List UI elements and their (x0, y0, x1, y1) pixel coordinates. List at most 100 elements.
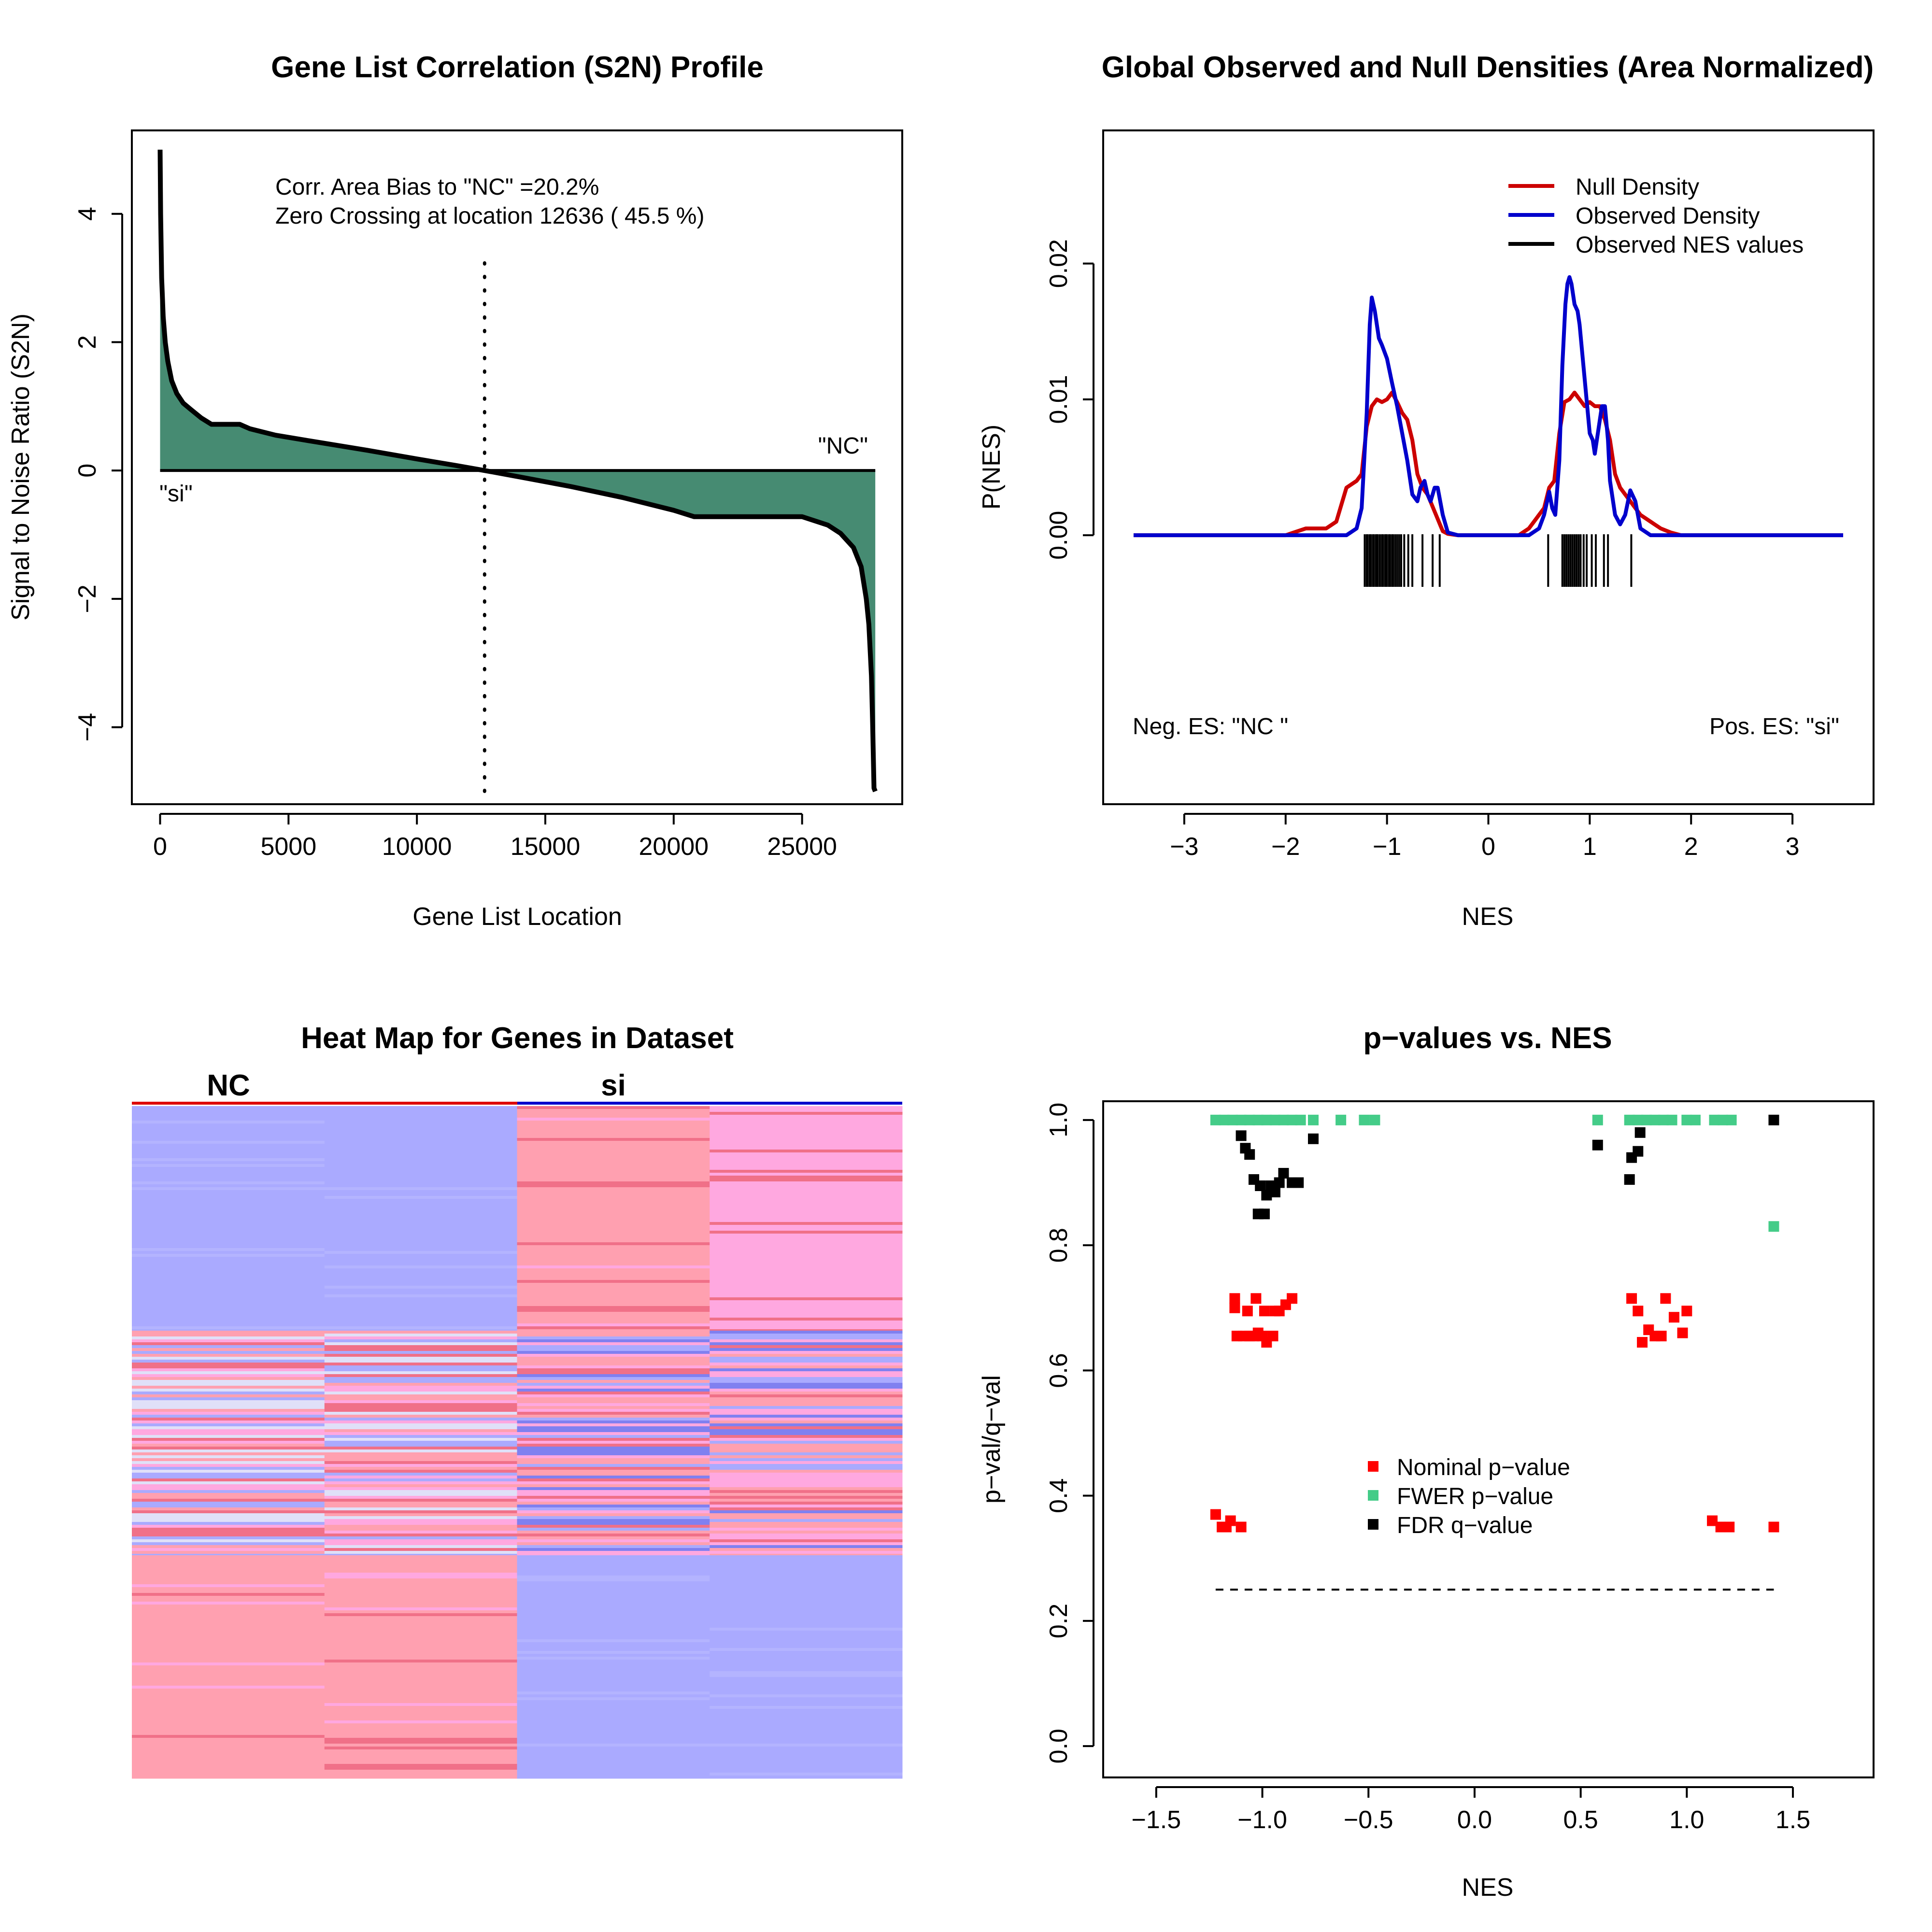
heatmap-cell (132, 1121, 325, 1124)
heatmap-cell (132, 1371, 325, 1375)
heatmap-cell (710, 1248, 903, 1251)
heatmap-cell (132, 1744, 325, 1747)
heatmap-cell (710, 1351, 903, 1354)
heatmap-cell (710, 1449, 903, 1453)
heatmap-cell (517, 1625, 710, 1628)
y-tick-label: 0 (73, 464, 101, 478)
heatmap-cell (132, 1449, 325, 1453)
heatmap-cell (324, 1758, 517, 1762)
heatmap-cell (132, 1331, 325, 1334)
heatmap-cell (710, 1292, 903, 1295)
heatmap-cell (710, 1286, 903, 1289)
heatmap-cell (517, 1336, 710, 1340)
heatmap-cell (710, 1735, 903, 1738)
heatmap-cell (517, 1123, 710, 1127)
heatmap-cell (324, 1348, 517, 1351)
heatmap-cell (710, 1400, 903, 1404)
heatmap-cell (517, 1478, 710, 1482)
heatmap-cell (324, 1668, 517, 1672)
heatmap-cell (132, 1712, 325, 1715)
heatmap-cell (710, 1642, 903, 1646)
fdr-qvalue-point (1308, 1133, 1319, 1144)
heatmap-cell (132, 1315, 325, 1318)
heatmap-cell (324, 1158, 517, 1162)
heatmap-cell (324, 1147, 517, 1150)
heatmap-cell (324, 1590, 517, 1593)
heatmap-cell (517, 1449, 710, 1453)
heatmap-cell (710, 1397, 903, 1401)
heatmap-cell (324, 1432, 517, 1435)
heatmap-cell (517, 1452, 710, 1456)
legend-label-nominal: Nominal p−value (1397, 1455, 1570, 1480)
heatmap-cell (517, 1409, 710, 1412)
heatmap-cell (324, 1184, 517, 1188)
heatmap-cell (324, 1671, 517, 1675)
heatmap-cell (132, 1426, 325, 1430)
heatmap-cell (517, 1312, 710, 1315)
heatmap-cell (710, 1712, 903, 1715)
heatmap-cell (324, 1619, 517, 1622)
heatmap-cell (517, 1306, 710, 1309)
heatmap-cell (324, 1639, 517, 1643)
heatmap-cell (324, 1336, 517, 1340)
heatmap-cell (132, 1184, 325, 1188)
x-tick-label: −2 (1271, 833, 1300, 861)
heatmap-cell (324, 1106, 517, 1109)
heatmap-cell (517, 1587, 710, 1591)
heatmap-cell (324, 1377, 517, 1380)
heatmap-cell (710, 1770, 903, 1773)
heatmap-cell (132, 1394, 325, 1398)
heatmap-cell (132, 1268, 325, 1272)
heatmap-cell (132, 1490, 325, 1493)
heatmap-cell (517, 1703, 710, 1706)
heatmap-cell (710, 1534, 903, 1537)
heatmap-cell (517, 1225, 710, 1228)
x-tick-label: 10000 (382, 833, 452, 861)
heatmap-cell (710, 1496, 903, 1499)
heatmap-cell (517, 1593, 710, 1596)
heatmap-cell (517, 1426, 710, 1430)
heatmap-cell (324, 1190, 517, 1193)
heatmap-cell (517, 1522, 710, 1525)
axis-ticks: 0 5000 10000 15000 20000 25000 −4 −2 0 2 4 (73, 207, 837, 861)
heatmap-cell (324, 1564, 517, 1567)
y-axis-label: p−val/q−val (978, 1375, 1006, 1504)
heatmap-cell (710, 1438, 903, 1441)
heatmap-cell (517, 1254, 710, 1257)
group-label-si: si (601, 1069, 626, 1102)
x-tick-label: −3 (1170, 833, 1198, 861)
heatmap-cell (710, 1662, 903, 1666)
heatmap-cell (710, 1277, 903, 1280)
heatmap-cell (132, 1539, 325, 1543)
heatmap-cell (132, 1397, 325, 1401)
heatmap-cell (710, 1461, 903, 1464)
heatmap-cell (517, 1132, 710, 1136)
x-tick-label: 0 (153, 833, 167, 861)
heatmap-cell (324, 1513, 517, 1517)
heatmap-cell (517, 1303, 710, 1307)
nominal-pvalue-point (1656, 1331, 1667, 1342)
heatmap-cell (324, 1331, 517, 1334)
heatmap-cell (710, 1631, 903, 1634)
heatmap-cell (517, 1394, 710, 1398)
heatmap-cell (324, 1622, 517, 1625)
heatmap-cell (132, 1271, 325, 1275)
heatmap-cell (517, 1758, 710, 1762)
heatmap-cell (132, 1558, 325, 1562)
heatmap-cell (517, 1161, 710, 1165)
heatmap-cell (132, 1516, 325, 1520)
heatmap-cell (517, 1619, 710, 1622)
axis-ticks: −1.5 −1.0 −0.5 0.0 0.5 1.0 1.5 0.0 0.2 0.4 0.6 0.8 1… (1045, 1103, 1810, 1834)
heatmap-cell (710, 1487, 903, 1491)
fwer-pvalue-point (1666, 1114, 1677, 1125)
heatmap-cell (132, 1318, 325, 1321)
heatmap-cell (710, 1106, 903, 1109)
heatmap-cell (324, 1283, 517, 1286)
heatmap-cell (132, 1144, 325, 1147)
heatmap-cell (710, 1309, 903, 1312)
heatmap-cell (517, 1155, 710, 1159)
heatmap-cell (324, 1470, 517, 1473)
heatmap-cell (324, 1409, 517, 1412)
heatmap-cell (517, 1418, 710, 1421)
